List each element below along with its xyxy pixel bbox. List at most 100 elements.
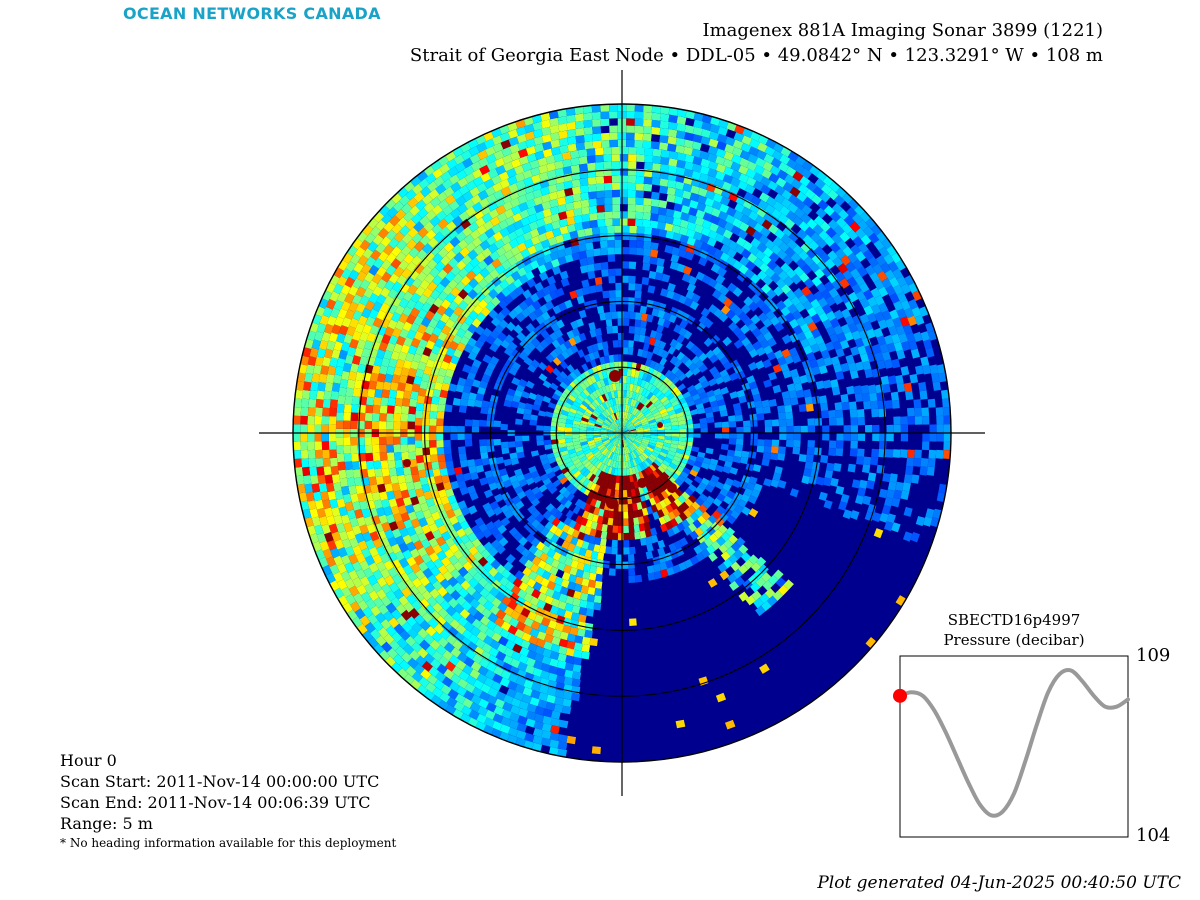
sonar-cell — [585, 519, 593, 529]
sonar-cell — [406, 299, 417, 310]
sonar-cell — [378, 365, 388, 375]
sonar-cell — [498, 468, 508, 477]
sonar-cell — [442, 354, 453, 364]
sonar-cell — [546, 694, 556, 704]
sonar-cell — [511, 651, 522, 661]
sonar-cell — [395, 565, 406, 577]
sonar-cell — [444, 306, 455, 318]
sonar-cell — [666, 566, 675, 576]
sonar-cell — [887, 375, 897, 385]
sonar-cell — [746, 375, 756, 384]
sonar-cell — [471, 590, 482, 601]
sonar-cell — [538, 585, 549, 595]
sonar-cell — [628, 427, 636, 431]
sonar-cell — [317, 381, 326, 392]
sonar-cell — [514, 468, 523, 477]
sonar-cell — [533, 307, 544, 318]
sonar-cell — [666, 453, 675, 461]
sonar-cell — [433, 623, 445, 635]
sonar-cell — [762, 161, 774, 172]
sonar-cell — [297, 483, 306, 494]
sonar-cell — [664, 402, 673, 410]
sonar-cell — [478, 232, 489, 243]
sonar-cell — [442, 570, 453, 582]
sonar-cell — [419, 279, 430, 291]
sonar-cell — [489, 394, 499, 403]
sonar-cell — [802, 300, 813, 311]
sonar-cell — [536, 599, 546, 610]
sonar-cell — [583, 448, 592, 455]
sonar-cell — [356, 339, 366, 350]
sonar-cell — [385, 342, 396, 353]
sonar-cell — [732, 146, 743, 157]
sonar-cell — [656, 257, 665, 267]
sonar-cell — [761, 458, 770, 467]
sonar-cell — [649, 497, 657, 506]
sonar-cell — [700, 158, 711, 168]
sonar-cell — [359, 239, 371, 251]
sonar-cell — [584, 141, 594, 150]
sonar-cell — [724, 460, 733, 469]
sonar-cell — [611, 547, 618, 555]
sonar-cell — [640, 320, 648, 329]
sonar-cell — [586, 480, 594, 489]
sonar-cell — [377, 373, 386, 383]
sonar-cell — [663, 439, 672, 444]
sonar-cell — [884, 359, 894, 369]
sonar-cell — [577, 406, 586, 414]
sonar-cell — [601, 438, 610, 443]
sonar-cell — [858, 329, 869, 340]
sonar-cell — [850, 425, 858, 433]
sonar-cell — [514, 389, 523, 398]
sonar-cell — [295, 475, 305, 485]
sonar-cell — [528, 635, 539, 645]
sonar-cell — [515, 512, 525, 522]
sonar-cell — [609, 452, 614, 460]
sonar-cell — [777, 213, 789, 224]
sonar-cell — [424, 310, 435, 321]
sonar-cell — [687, 214, 698, 224]
sonar-cell — [371, 420, 380, 430]
sonar-cell — [655, 468, 663, 476]
sonar-cell — [863, 305, 874, 316]
sonar-cell — [787, 151, 799, 162]
sonar-cell — [649, 453, 658, 461]
sonar-cell — [447, 689, 459, 700]
sonar-cell — [840, 493, 850, 504]
sonar-cell — [804, 461, 813, 470]
sonar-cell — [467, 566, 478, 577]
sonar-cell — [647, 285, 656, 294]
sonar-cell — [507, 231, 518, 241]
sonar-cell — [862, 360, 872, 371]
sonar-cell — [748, 451, 757, 459]
sonar-cell — [572, 434, 580, 439]
sonar-cell — [413, 525, 424, 536]
sonar-cell — [373, 211, 385, 223]
sonar-cell — [664, 456, 673, 464]
sonar-cell — [622, 433, 626, 440]
sonar-cell — [605, 311, 612, 320]
sonar-cell — [615, 433, 622, 436]
sonar-cell — [921, 407, 930, 417]
sonar-cell — [684, 124, 695, 134]
sonar-cell — [673, 358, 683, 368]
sonar-cell — [709, 458, 719, 466]
sonar-cell — [507, 256, 518, 266]
sonar-cell — [543, 425, 551, 431]
sonar-cell — [514, 227, 525, 238]
sonar-cell — [468, 146, 480, 157]
sonar-cell — [727, 282, 738, 293]
sonar-cell — [397, 382, 406, 392]
sonar-cell — [485, 521, 496, 531]
sonar-cell — [593, 544, 601, 553]
sonar-cell — [367, 468, 376, 478]
sonar-cell — [694, 382, 703, 391]
sonar-cell — [565, 374, 575, 383]
sonar-cell — [809, 262, 820, 273]
sonar-cell — [465, 585, 477, 596]
sonar-cell — [362, 224, 373, 236]
sonar-cell — [334, 490, 344, 500]
sonar-cell — [573, 444, 582, 450]
sonar-cell — [666, 194, 676, 203]
sonar-cell — [710, 263, 721, 274]
